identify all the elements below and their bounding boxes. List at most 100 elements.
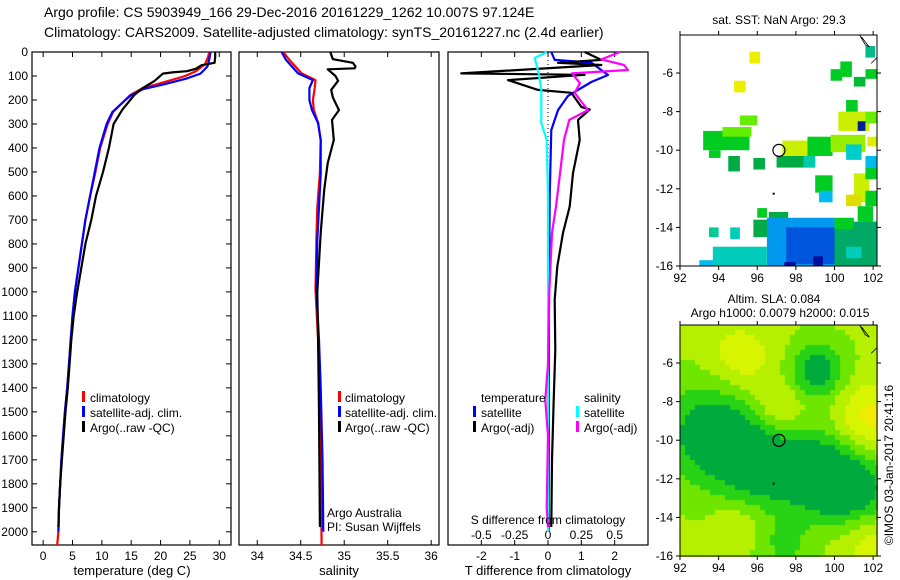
sst-cell (807, 136, 833, 157)
sst-cell (867, 136, 877, 147)
sst-cell (865, 46, 876, 58)
map-y-tick-label: -10 (656, 143, 674, 157)
x-tick-label: 10 (95, 549, 109, 563)
x-tick-label: 35 (338, 549, 352, 563)
map-y-tick-label: -12 (656, 472, 674, 486)
map-frame-2 (679, 324, 878, 557)
sst-cell (865, 167, 877, 180)
sla-map-title: Altim. SLA: 0.084 (728, 292, 821, 306)
depth-tick-label: 0 (21, 45, 28, 59)
s-diff-tick-label: -0.5 (471, 528, 492, 542)
x-tick-label: 1 (578, 549, 585, 563)
s-diff-tick-label: 0 (545, 528, 552, 542)
map-x-tick-label: 102 (863, 271, 883, 285)
depth-tick-label: 1700 (1, 453, 28, 467)
map-x-tick-label: 92 (673, 271, 687, 285)
series-line-argo-raw-qc- (316, 51, 357, 528)
depth-tick-label: 200 (8, 93, 28, 107)
sst-cell (712, 246, 767, 267)
legend-argo: Argo(..raw -QC) (90, 421, 175, 435)
legend-climatology: climatology (90, 391, 150, 405)
sst-cell (753, 157, 765, 170)
x-tick-label: 25 (183, 549, 197, 563)
x-tick-label: 30 (213, 549, 227, 563)
annotation-pi: PI: Susan Wijffels (327, 520, 421, 534)
t-diff-xlabel: T difference from climatology (465, 563, 632, 578)
coastline (870, 346, 878, 360)
diff-legend-s-satellite: satellite (584, 406, 625, 420)
depth-tick-label: 1800 (1, 477, 28, 491)
legend-marker (82, 421, 85, 432)
x-tick-label: -1 (509, 549, 520, 563)
depth-tick-label: 1300 (1, 357, 28, 371)
x-tick-label: 34.5 (289, 549, 313, 563)
annotation-argo-australia: Argo Australia (327, 506, 402, 520)
sst-cell (757, 208, 767, 218)
sst-cell (722, 127, 752, 137)
sst-cell (819, 190, 833, 203)
sst-cell (857, 206, 874, 222)
legend-marker (576, 406, 579, 417)
depth-tick-label: 1000 (1, 285, 28, 299)
sal-legend-satellite: satellite-adj. clim. (345, 406, 437, 420)
sst-map-cells (699, 46, 877, 267)
header-line-2: Climatology: CARS2009. Satellite-adjuste… (44, 24, 604, 40)
x-tick-label: 34 (251, 549, 265, 563)
sst-cell (815, 175, 833, 193)
series-line-satellite-adj-clim- (57, 51, 212, 532)
map-x-tick-label: 98 (789, 561, 803, 575)
sst-cell (753, 219, 769, 238)
s-diff-tick-label: -0.25 (501, 528, 529, 542)
sla-map-subtitle: Argo h1000: 0.0079 h2000: 0.015 (691, 306, 870, 320)
depth-tick-label: 2000 (1, 525, 28, 539)
depth-tick-label: 1900 (1, 501, 28, 515)
legend-marker (82, 406, 85, 417)
map-y-tick-label: -6 (662, 356, 673, 370)
sst-cell (865, 111, 877, 124)
series-line-salinity-satellite (533, 51, 550, 532)
depth-tick-label: 800 (8, 237, 28, 251)
sst-map-title: sat. SST: NaN Argo: 29.3 (712, 13, 846, 27)
x-tick-label: 2 (611, 549, 618, 563)
legend-marker (473, 421, 476, 432)
map-x-tick-label: 92 (673, 561, 687, 575)
profile-location-marker (772, 143, 786, 157)
map-y-tick-label: -14 (656, 220, 674, 234)
sst-cell (830, 69, 843, 81)
sst-cell (784, 262, 796, 267)
sst-cell (739, 115, 758, 126)
temperature-xlabel: temperature (deg C) (73, 563, 190, 578)
series-line-temperature-argo-adj- (460, 51, 603, 528)
legend-marker (82, 391, 85, 402)
map-y-tick-label: -16 (656, 549, 674, 563)
legend-satellite: satellite-adj. clim. (90, 406, 182, 420)
sst-cell (846, 144, 862, 160)
series-line-climatology (56, 51, 211, 546)
legend-marker (338, 421, 341, 432)
map-x-tick-label: 94 (712, 561, 726, 575)
x-tick-label: 5 (69, 549, 76, 563)
s-diff-tick-label: 0.25 (570, 528, 594, 542)
sst-cell (840, 61, 852, 77)
x-tick-label: 15 (125, 549, 139, 563)
map-x-tick-label: 100 (824, 561, 844, 575)
s-diff-tick-label: 0.5 (606, 528, 623, 542)
x-tick-label: -2 (476, 549, 487, 563)
sst-cell (853, 76, 866, 87)
depth-tick-label: 700 (8, 213, 28, 227)
sst-cell (782, 140, 808, 157)
map-x-tick-label: 98 (789, 271, 803, 285)
header-line-1: Argo profile: CS 5903949_166 29-Dec-2016… (44, 4, 534, 20)
profile-location-marker (772, 433, 786, 447)
sst-cell (786, 227, 837, 265)
sst-cell (730, 227, 740, 239)
sst-cell (834, 217, 854, 230)
x-tick-label: 35.5 (376, 549, 400, 563)
sst-cell (846, 100, 858, 112)
depth-tick-label: 1400 (1, 381, 28, 395)
map-x-tick-label: 96 (751, 561, 765, 575)
sal-legend-argo: Argo(..raw -QC) (345, 421, 430, 435)
sst-cell (699, 260, 723, 267)
sst-cell (865, 156, 877, 168)
